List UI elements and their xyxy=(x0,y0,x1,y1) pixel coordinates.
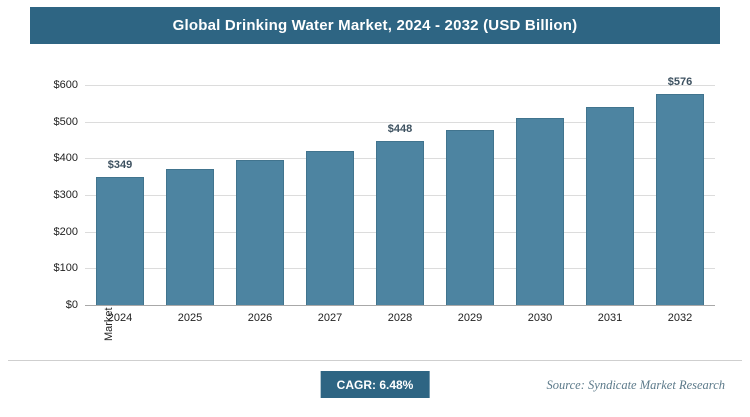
x-tick-label: 2031 xyxy=(597,312,623,324)
y-tick-label: $0 xyxy=(65,299,78,311)
bar-group-2027 xyxy=(295,85,365,305)
bar-group-2028: $448 xyxy=(365,85,435,305)
bar xyxy=(446,129,494,305)
bar-value-label: $448 xyxy=(387,122,413,135)
bar-group-2025 xyxy=(155,85,225,305)
bar-group-2032: $576 xyxy=(645,76,715,305)
x-tick-label: 2027 xyxy=(317,312,343,324)
x-tick-label: 2030 xyxy=(527,312,553,324)
x-tick-label: 2026 xyxy=(247,312,273,324)
bar xyxy=(586,106,634,305)
y-tick-label: $200 xyxy=(53,225,78,238)
bar xyxy=(236,159,284,305)
cagr-label: CAGR: 6.48% xyxy=(336,377,414,392)
cagr-badge: CAGR: 6.48% xyxy=(320,371,430,398)
bar xyxy=(516,118,564,305)
bar-group-2029 xyxy=(435,85,505,305)
plot-area: Market Size (USD Billion) $0$100$200$300… xyxy=(54,76,715,341)
x-tick-label: 2025 xyxy=(177,312,203,324)
footer-divider xyxy=(8,360,742,361)
y-tick-label: $100 xyxy=(53,262,78,275)
x-tick-label: 2024 xyxy=(107,312,133,324)
chart-title: Global Drinking Water Market, 2024 - 203… xyxy=(172,17,578,34)
bar xyxy=(166,168,214,305)
y-tick-label: $500 xyxy=(53,115,78,128)
x-axis-labels: 2024 2025 2026 2027 2028 2029 2030 2031 2032 xyxy=(85,312,715,324)
gridline-500 xyxy=(85,121,715,123)
y-tick-label: $400 xyxy=(53,152,78,165)
bar-group-2031 xyxy=(575,85,645,305)
bar xyxy=(306,150,354,305)
x-tick-label: 2029 xyxy=(457,312,483,324)
x-tick-label: 2032 xyxy=(667,312,693,324)
x-tick-label: 2028 xyxy=(387,312,413,324)
bar-group-2024: $349 xyxy=(85,85,155,305)
y-tick-label: $600 xyxy=(53,79,78,91)
bars-layer: $349 $448 $576 xyxy=(85,76,715,305)
bar-value-label: $349 xyxy=(107,159,133,172)
bar-group-2026 xyxy=(225,85,295,305)
chart-title-bar: Global Drinking Water Market, 2024 - 203… xyxy=(30,7,720,44)
bar xyxy=(656,93,704,305)
y-tick-label: $300 xyxy=(53,189,78,201)
bar xyxy=(376,140,424,305)
gridline-0 xyxy=(85,305,715,306)
bar-value-label: $576 xyxy=(667,75,693,88)
gridline-600 xyxy=(85,85,715,86)
bar-group-2030 xyxy=(505,85,575,305)
source-note: Source: Syndicate Market Research xyxy=(546,378,725,392)
bar xyxy=(96,177,144,305)
